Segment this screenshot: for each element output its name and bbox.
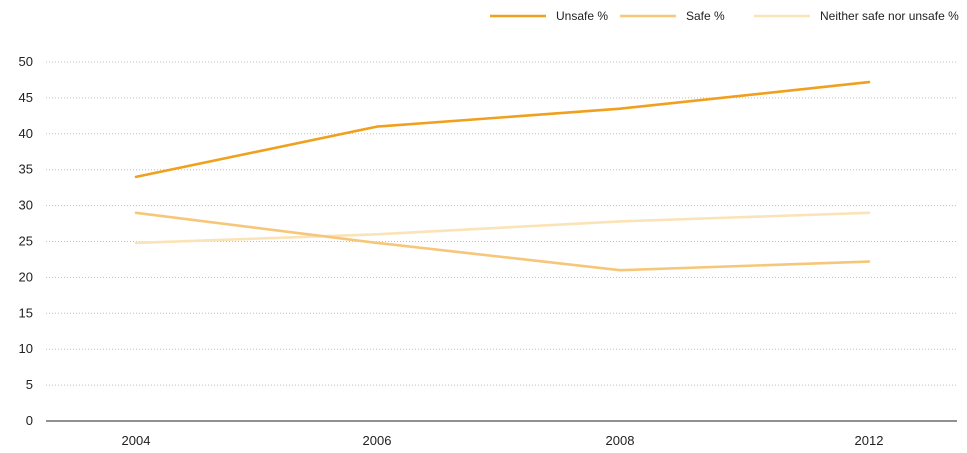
x-tick-label: 2012: [855, 433, 884, 448]
legend-label-2: Neither safe nor unsafe %: [820, 9, 959, 23]
series-layer: [134, 80, 871, 272]
y-tick-label: 10: [19, 341, 33, 356]
y-tick-label: 35: [19, 162, 33, 177]
series-line-1: [134, 211, 871, 272]
series-line-2: [134, 211, 871, 245]
x-tick-labels: 2004 2006 2008 2012: [122, 433, 884, 448]
y-tick-label: 5: [26, 377, 33, 392]
series-line-0: [134, 80, 871, 179]
y-tick-label: 50: [19, 54, 33, 69]
y-tick-labels: 0 5 10 15 20 25 30 35 40 45 50: [19, 54, 33, 428]
x-tick-label: 2004: [122, 433, 151, 448]
y-tick-label: 0: [26, 413, 33, 428]
legend-label-1: Safe %: [686, 9, 725, 23]
y-tick-label: 15: [19, 305, 33, 320]
y-tick-label: 20: [19, 269, 33, 284]
y-tick-label: 40: [19, 126, 33, 141]
legend-label-0: Unsafe %: [556, 9, 608, 23]
x-tick-label: 2006: [363, 433, 392, 448]
grid-layer: [46, 61, 957, 386]
legend: Unsafe % Safe % Neither safe nor unsafe %: [490, 9, 959, 23]
y-tick-label: 30: [19, 198, 33, 213]
x-tick-label: 2008: [606, 433, 635, 448]
y-tick-label: 45: [19, 90, 33, 105]
y-tick-label: 25: [19, 234, 33, 249]
